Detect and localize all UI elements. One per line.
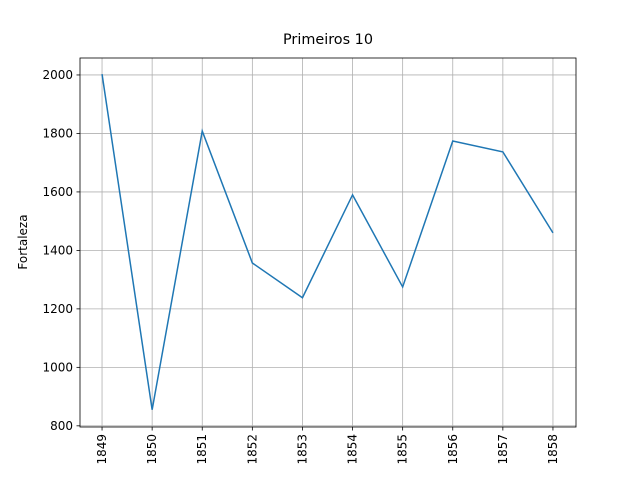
- x-tick-label: 1850: [145, 434, 159, 465]
- y-tick-label: 1600: [42, 185, 73, 199]
- data-line: [101, 73, 554, 410]
- y-tick-label: 1200: [42, 302, 73, 316]
- y-tick-label: 1800: [42, 126, 73, 140]
- x-tick-label: 1857: [496, 434, 510, 465]
- x-tick-label: 1854: [346, 434, 360, 465]
- y-tick-label: 2000: [42, 68, 73, 82]
- y-tick-label: 1000: [42, 360, 73, 374]
- y-tick-label: 1400: [42, 243, 73, 257]
- x-tick-label: 1856: [446, 434, 460, 465]
- y-axis-label: Fortaleza: [16, 214, 30, 269]
- chart-title: Primeiros 10: [283, 32, 373, 48]
- x-tick-label: 1849: [95, 434, 109, 465]
- x-tick-label: 1855: [396, 434, 410, 465]
- plot-frame: [79, 57, 577, 428]
- x-tick-label: 1851: [195, 434, 209, 465]
- x-tick-label: 1852: [245, 434, 259, 465]
- y-tick-label: 800: [50, 419, 73, 433]
- x-tick-label: 1853: [295, 434, 309, 465]
- x-tick-label: 1858: [546, 434, 560, 465]
